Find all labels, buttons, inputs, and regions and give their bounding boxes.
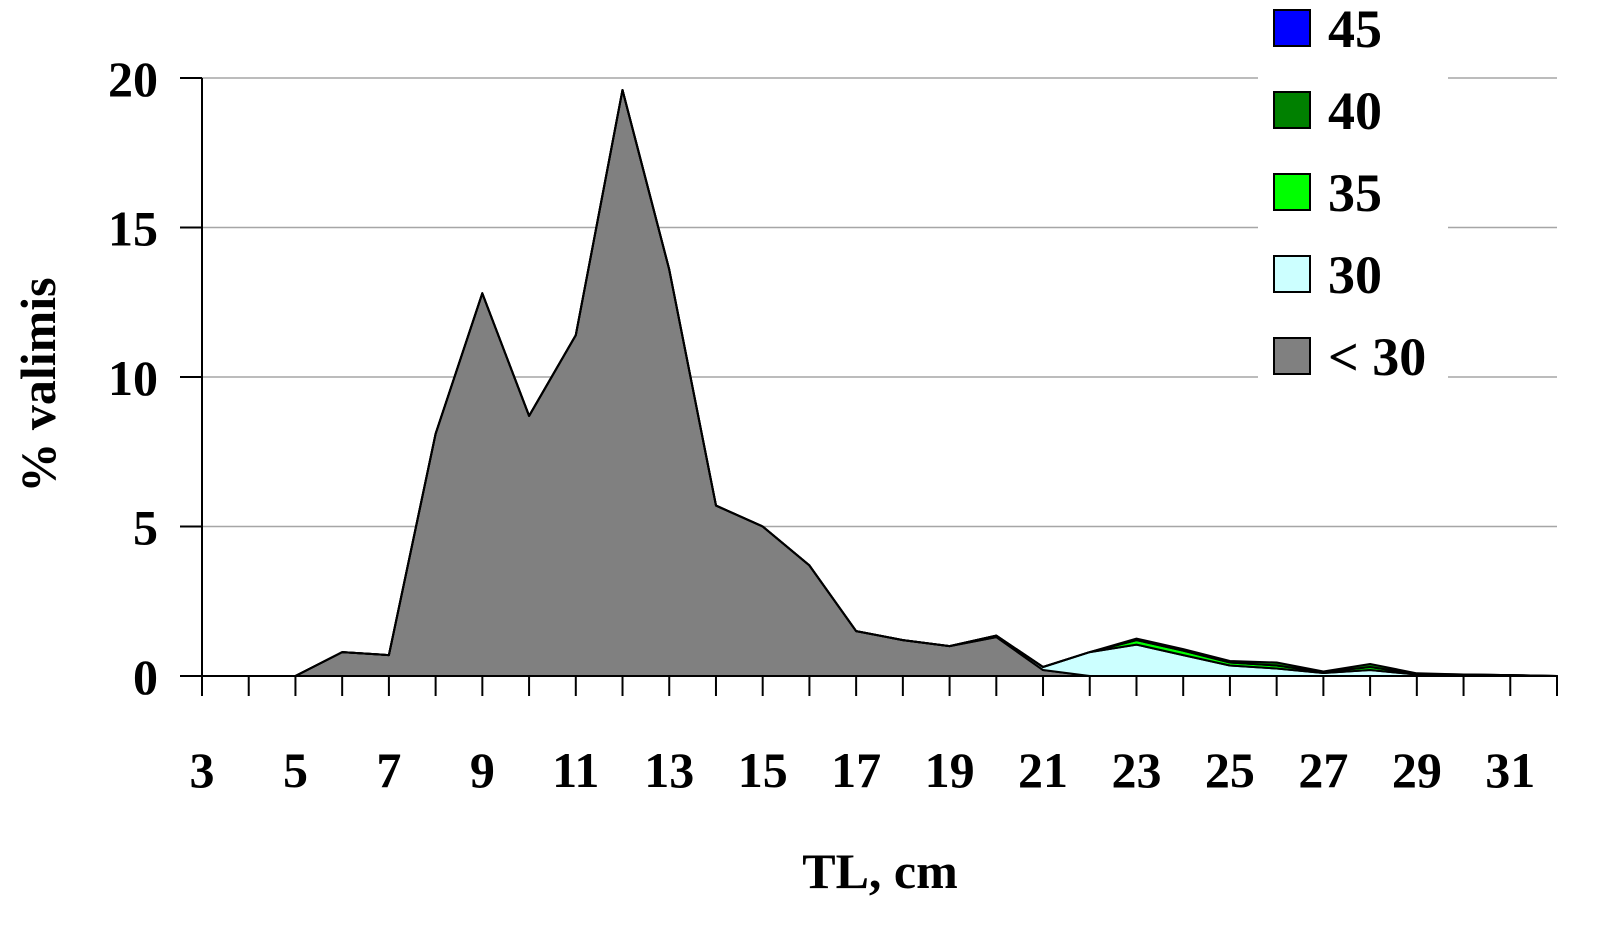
x-tick-label: 23 bbox=[1111, 742, 1161, 798]
x-tick-label: 7 bbox=[376, 742, 401, 798]
x-tick-label: 31 bbox=[1485, 742, 1535, 798]
legend-label: 45 bbox=[1328, 0, 1382, 59]
legend-swatch bbox=[1273, 173, 1311, 211]
x-tick-label: 13 bbox=[644, 742, 694, 798]
y-tick-label: 15 bbox=[108, 201, 158, 257]
legend-label: < 30 bbox=[1328, 327, 1426, 387]
x-tick-label: 3 bbox=[190, 742, 215, 798]
x-tick-label: 27 bbox=[1298, 742, 1348, 798]
y-tick-label: 0 bbox=[133, 649, 158, 705]
x-tick-label: 5 bbox=[283, 742, 308, 798]
x-tick-label: 9 bbox=[470, 742, 495, 798]
x-tick-label: 17 bbox=[831, 742, 881, 798]
x-tick-label: 15 bbox=[738, 742, 788, 798]
legend-label: 35 bbox=[1328, 163, 1382, 223]
x-tick-label: 11 bbox=[552, 742, 599, 798]
y-tick-label: 20 bbox=[108, 51, 158, 107]
x-tick-label: 21 bbox=[1018, 742, 1068, 798]
legend-swatch bbox=[1273, 91, 1311, 129]
x-tick-label: 29 bbox=[1392, 742, 1442, 798]
legend-swatch bbox=[1273, 255, 1311, 293]
y-axis-title: % valimis bbox=[10, 277, 66, 492]
x-tick-label: 19 bbox=[925, 742, 975, 798]
x-tick-label: 25 bbox=[1205, 742, 1255, 798]
legend-label: 30 bbox=[1328, 245, 1382, 305]
y-tick-label: 10 bbox=[108, 350, 158, 406]
x-axis-title: TL, cm bbox=[802, 843, 958, 899]
legend-label: 40 bbox=[1328, 81, 1382, 141]
y-tick-label: 5 bbox=[133, 500, 158, 556]
legend-swatch bbox=[1273, 9, 1311, 47]
legend-swatch bbox=[1273, 337, 1311, 375]
legend: 45 40 35 30 < 30 bbox=[1258, 0, 1448, 387]
